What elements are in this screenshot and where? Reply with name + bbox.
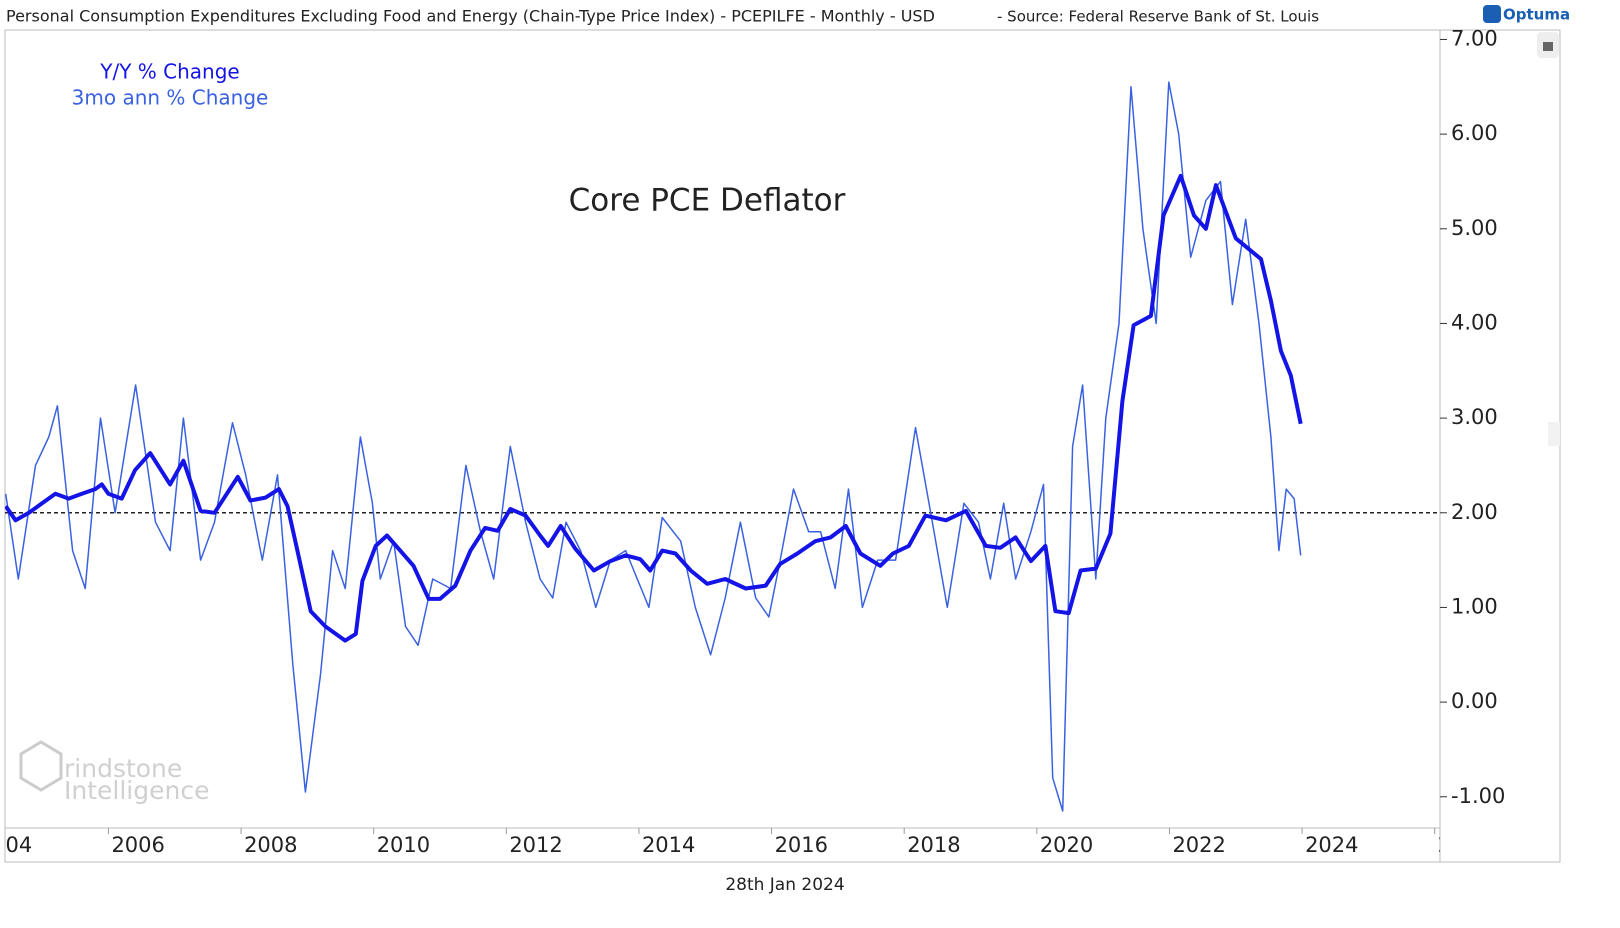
x-tick-label: 2012: [509, 833, 562, 857]
x-tick-label: 2020: [1040, 833, 1093, 857]
date-label: 28th Jan 2024: [725, 875, 844, 895]
x-tick-label: 2026: [1438, 833, 1491, 857]
collapse-button[interactable]: [1548, 422, 1560, 446]
y-tick-label: 2.00: [1451, 500, 1498, 524]
y-tick-label: 3.00: [1451, 405, 1498, 429]
y-tick-label: 5.00: [1451, 216, 1498, 240]
y-tick-label: 4.00: [1451, 310, 1498, 334]
plot-area: [5, 81, 1440, 812]
x-tick-label: 2006: [111, 833, 164, 857]
x-tick-label: 2024: [1305, 833, 1358, 857]
brand-logo: [1483, 5, 1501, 23]
y-tick-label: 6.00: [1451, 121, 1498, 145]
x-tick-label: 2018: [907, 833, 960, 857]
x-axis: 2004 2006 2008 2010 2012 2014 2016 2018 2020 2022…: [0, 828, 1491, 857]
watermark: rindstone: [64, 754, 182, 783]
y-tick-label: 7.00: [1451, 26, 1498, 50]
x-tick-label: 2016: [775, 833, 828, 857]
brand: Optuma: [1503, 6, 1570, 24]
lock-icon: [1543, 42, 1553, 51]
series-line: [5, 81, 1302, 812]
y-tick-label: 1.00: [1451, 594, 1498, 618]
x-tick-label: 2022: [1172, 833, 1225, 857]
y-tick-label: 0.00: [1451, 689, 1498, 713]
x-tick-label: 2010: [377, 833, 430, 857]
legend-entry: 3mo ann % Change: [72, 86, 269, 110]
series-line: [5, 173, 1303, 643]
source: - Source: Federal Reserve Bank of St. Lo…: [997, 8, 1319, 26]
legend-entry: Y/Y % Change: [99, 60, 239, 84]
x-tick-label: 2014: [642, 833, 695, 857]
x-tick-label: 2004: [0, 833, 32, 857]
chart-title: Personal Consumption Expenditures Exclud…: [6, 7, 935, 26]
x-tick-label: 2008: [244, 833, 297, 857]
y-tick-label: -1.00: [1451, 784, 1505, 808]
watermark-logo: [19, 740, 63, 792]
watermark: Intelligence: [64, 776, 209, 805]
annotation: Core PCE Deflator: [569, 183, 846, 219]
